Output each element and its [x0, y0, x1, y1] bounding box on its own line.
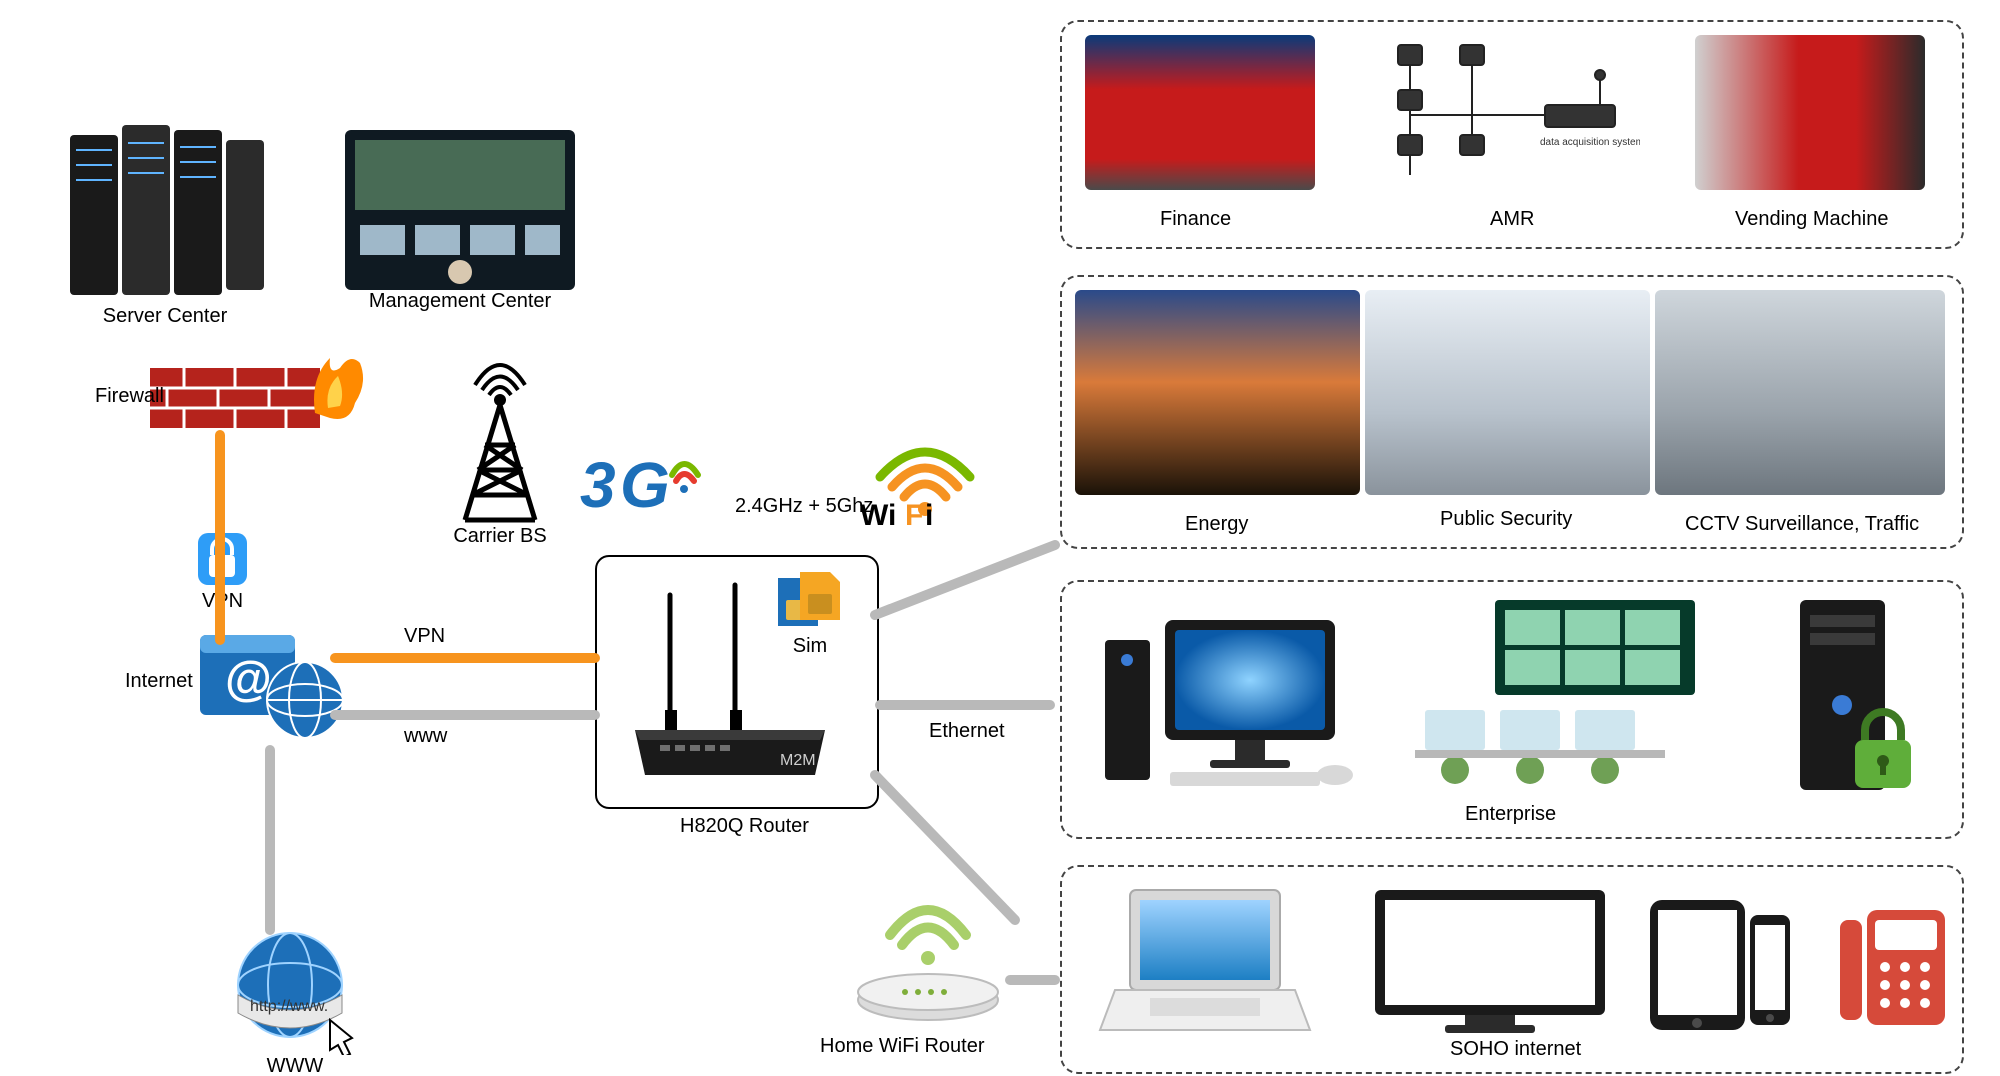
home-wifi-node — [850, 880, 1005, 1025]
edge-label-vpn: VPN — [400, 625, 449, 648]
svg-text:data acquisition system: data acquisition system — [1540, 137, 1640, 148]
amr-diagram: data acquisition system — [1370, 35, 1640, 190]
soho-display-icon — [1365, 885, 1615, 1035]
finance-label: Finance — [1160, 208, 1231, 231]
server-rack-icon — [60, 115, 270, 305]
diagram-canvas: Server Center Management Center — [0, 0, 2000, 1076]
www-globe-icon: http://www. — [220, 925, 370, 1055]
home-wifi-router-icon — [850, 880, 1005, 1025]
management-center-icon — [345, 130, 575, 290]
amr-label: AMR — [1490, 208, 1534, 231]
svg-text:@: @ — [225, 653, 272, 706]
svg-text:3: 3 — [580, 449, 616, 521]
firewall-icon — [150, 355, 370, 430]
edge-router-to-ethernet — [875, 700, 1055, 710]
cell-tower-icon — [440, 355, 560, 525]
edge-label-www: www — [400, 725, 451, 748]
finance-photo — [1085, 35, 1315, 190]
energy-label: Energy — [1185, 513, 1248, 536]
soho-deskphone-icon — [1835, 895, 1950, 1035]
cctv-traffic-photo — [1655, 290, 1945, 495]
svg-text:http://www.: http://www. — [250, 998, 328, 1015]
server-center-label: Server Center — [60, 305, 270, 328]
edge-vpn-to-internet — [215, 595, 225, 645]
firewall-node — [150, 355, 370, 430]
edge-internet-to-router-www — [330, 710, 600, 720]
enterprise-pc-icon — [1100, 610, 1360, 790]
soho-label: SOHO internet — [1450, 1038, 1581, 1061]
carrier-bs-label: Carrier BS — [440, 525, 560, 548]
management-center-node: Management Center — [345, 130, 575, 313]
enterprise-label: Enterprise — [1465, 803, 1556, 826]
svg-text:i: i — [925, 499, 933, 525]
firewall-label: Firewall — [95, 385, 164, 408]
public-security-label: Public Security — [1440, 508, 1572, 531]
management-center-label: Management Center — [345, 290, 575, 313]
internet-label: Internet — [125, 670, 193, 693]
carrier-bs-node: Carrier BS — [440, 355, 560, 548]
wifi-logo-icon: Wi F i — [860, 435, 990, 530]
wifi-band-label: 2.4GHz + 5Ghz — [735, 495, 873, 518]
edge-label-ethernet: Ethernet — [925, 720, 1009, 743]
svg-text:M2M: M2M — [780, 752, 816, 769]
enterprise-noc-icon — [1405, 600, 1705, 795]
svg-text:G: G — [620, 449, 670, 521]
router-device-icon: M2M — [615, 580, 845, 795]
cctv-traffic-label: CCTV Surveillance, Traffic — [1685, 513, 1919, 536]
soho-laptop-icon — [1095, 880, 1315, 1035]
vending-machine-label: Vending Machine — [1735, 208, 1888, 231]
edge-internet-to-router-vpn — [330, 653, 600, 663]
www-node: http://www. WWW — [220, 925, 370, 1076]
edge-internet-to-www — [265, 745, 275, 935]
three-g-icon: 3 G — [580, 445, 710, 530]
svg-text:Wi: Wi — [860, 499, 896, 525]
router-label: H820Q Router — [680, 815, 809, 838]
soho-tablet-phone-icon — [1645, 895, 1795, 1035]
server-center-node: Server Center — [60, 115, 270, 328]
energy-photo — [1075, 290, 1360, 495]
www-label: WWW — [220, 1055, 370, 1076]
edge-home-wifi-to-soho — [1005, 975, 1060, 985]
vending-machine-photo — [1695, 35, 1925, 190]
home-wifi-label: Home WiFi Router — [820, 1035, 984, 1058]
svg-text:F: F — [905, 499, 923, 525]
public-security-photo — [1365, 290, 1650, 495]
enterprise-server-lock-icon — [1780, 595, 1930, 805]
